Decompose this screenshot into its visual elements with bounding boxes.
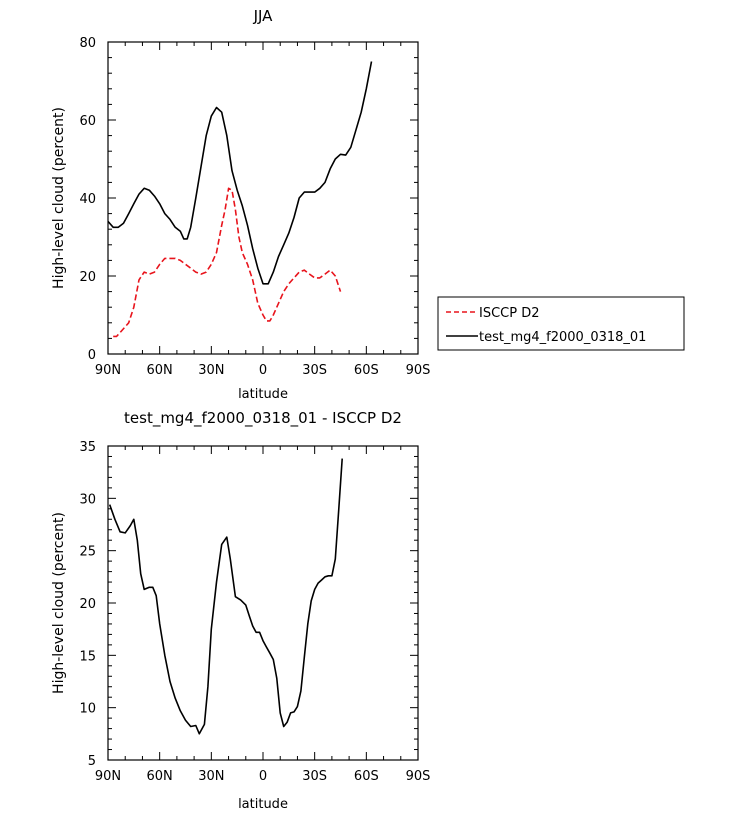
bottom-chart-tick-labels: 90N 60N 30N 0 30S 60S 90S 5 10 15 20 25 30 35 — [79, 440, 430, 784]
bottom-chart-frame — [107, 445, 419, 761]
top-chart-title: JJA — [253, 7, 274, 25]
x-tick-label: 90N — [95, 769, 121, 784]
legend-box — [437, 296, 685, 351]
y-tick-label: 15 — [79, 649, 96, 664]
bottom-series-line-0 — [108, 458, 343, 735]
y-tick-label: 20 — [79, 270, 96, 285]
y-tick-label: 35 — [79, 440, 96, 455]
bottom-chart-series — [108, 458, 343, 735]
x-tick-label: 90S — [406, 769, 431, 784]
x-tick-label: 30S — [302, 363, 327, 378]
y-tick-label: 5 — [88, 754, 96, 769]
bottom-chart-panel: test_mg4_f2000_0318_01 - ISCCP D2 90N 60N… — [51, 409, 430, 812]
x-tick-label: 60S — [354, 769, 379, 784]
x-tick-label: 30S — [302, 769, 327, 784]
x-tick-label: 0 — [259, 363, 267, 378]
x-tick-label: 60S — [354, 363, 379, 378]
top-chart-ticks — [107, 41, 419, 355]
y-tick-label: 80 — [79, 36, 96, 51]
x-tick-label: 0 — [259, 769, 267, 784]
x-tick-label: 60N — [147, 363, 173, 378]
y-tick-label: 20 — [79, 597, 96, 612]
x-tick-label: 30N — [198, 769, 224, 784]
top-series-line-0 — [113, 187, 342, 338]
top-chart-frame — [107, 41, 419, 355]
x-tick-label: 90S — [406, 363, 431, 378]
legend-label-model: test_mg4_f2000_0318_01 — [479, 330, 646, 345]
y-tick-label: 30 — [79, 492, 96, 507]
y-tick-label: 40 — [79, 192, 96, 207]
top-chart-tick-labels: 90N 60N 30N 0 30S 60S 90S 0 20 40 60 80 — [79, 36, 430, 378]
x-tick-label: 30N — [198, 363, 224, 378]
y-tick-label: 10 — [79, 702, 96, 717]
y-tick-label: 0 — [88, 348, 96, 363]
top-chart-series — [107, 61, 373, 338]
top-series-line-1 — [107, 61, 373, 285]
x-tick-label: 60N — [147, 769, 173, 784]
bottom-chart-title: test_mg4_f2000_0318_01 - ISCCP D2 — [124, 409, 402, 428]
x-tick-label: 90N — [95, 363, 121, 378]
legend: ISCCP D2 test_mg4_f2000_0318_01 — [437, 296, 685, 351]
top-chart-xlabel: latitude — [238, 387, 288, 402]
y-tick-label: 25 — [79, 545, 96, 560]
bottom-chart-xlabel: latitude — [238, 797, 288, 812]
legend-label-isccp: ISCCP D2 — [479, 306, 540, 321]
bottom-chart-ylabel: High-level cloud (percent) — [51, 512, 67, 694]
bottom-chart-ticks — [107, 445, 419, 761]
y-tick-label: 60 — [79, 114, 96, 129]
top-chart-ylabel: High-level cloud (percent) — [51, 107, 67, 289]
top-chart-panel: JJA 90N 60N 30N 0 30S 60S 90S 0 20 40 60 80 latitud… — [51, 7, 430, 402]
